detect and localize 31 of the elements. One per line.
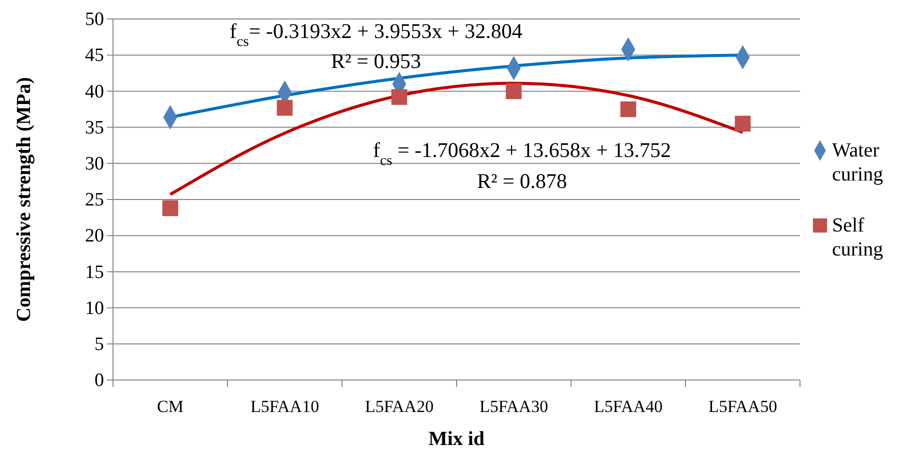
annotation: f$_{cs}$ = -1.7068x2 + 13.658x + 13.752	[372, 138, 672, 169]
legend-label: Water curing	[832, 140, 884, 186]
x-tick-label: L5FAA30	[479, 397, 548, 416]
y-tick-label: 30	[85, 153, 104, 174]
point	[620, 101, 636, 118]
x-tick-label: L5FAA50	[708, 397, 778, 416]
y-tick-label: 50	[85, 9, 104, 30]
y-tick-label: 20	[85, 226, 104, 247]
y-axis-title: Compressive strength (MPa)	[13, 77, 35, 322]
x-tick-label: CM	[157, 397, 184, 416]
x-tick-label: L5FAA40	[594, 397, 663, 416]
y-tick-label: 15	[85, 262, 104, 283]
x-tick-label: L5FAA10	[250, 397, 320, 416]
point	[276, 100, 293, 116]
y-tick-label: 5	[94, 334, 104, 355]
legend-label: Self curing	[832, 214, 884, 260]
y-tick-label: 10	[85, 298, 104, 319]
x-tick-label: L5FAA20	[364, 397, 434, 416]
y-tick-label: 35	[85, 117, 104, 138]
y-tick-label: 40	[85, 81, 104, 102]
annotation: f$_{cs}$= -0.3193x2 + 3.9553x + 32.804	[230, 19, 523, 50]
annotation: R² = 0.953	[331, 49, 421, 73]
point	[162, 200, 178, 216]
point	[391, 89, 408, 105]
annotation: R² = 0.878	[477, 169, 567, 193]
point	[734, 116, 751, 132]
y-tick-label: 25	[85, 190, 104, 211]
y-tick-label: 45	[85, 45, 104, 66]
x-axis-title: Mix id	[428, 428, 485, 450]
y-tick-label: 0	[94, 370, 104, 392]
point	[506, 83, 522, 100]
